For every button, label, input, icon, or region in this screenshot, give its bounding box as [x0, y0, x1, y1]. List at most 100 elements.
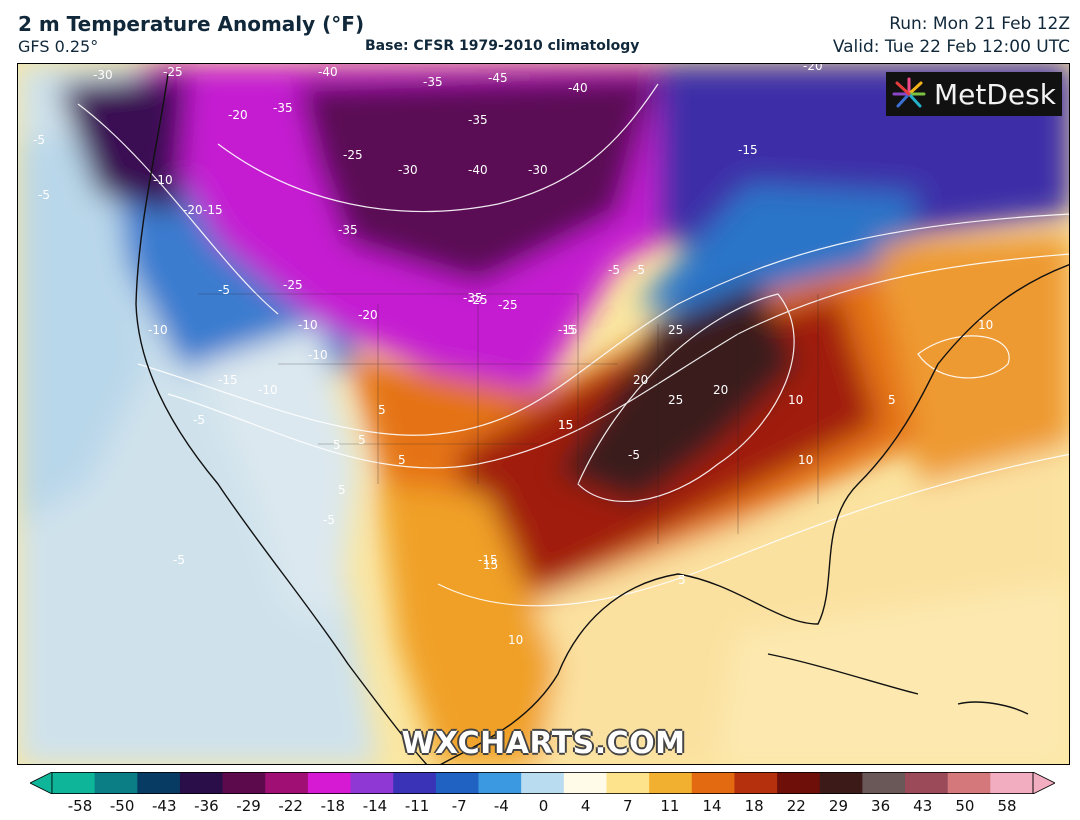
colorbar-cell: [649, 772, 693, 794]
contour-label: -15: [478, 553, 498, 567]
colorbar-tick-label: -43: [152, 797, 177, 815]
contour-label: 20: [633, 373, 648, 387]
contour-label: 25: [668, 393, 683, 407]
contour-label: -5: [218, 283, 230, 297]
colorbar-tick-label: -50: [109, 797, 135, 815]
contour-label: -25: [163, 65, 183, 79]
contour-label: -40: [318, 65, 338, 79]
contour-label: 5: [678, 573, 686, 587]
contour-label: -10: [258, 383, 278, 397]
colorbar-tick-label: -4: [493, 797, 509, 815]
contour-label: 5: [398, 453, 406, 467]
colorbar-tick-label: 29: [828, 797, 848, 815]
metdesk-logo: MetDesk: [886, 72, 1062, 116]
colorbar-cell: [265, 772, 309, 794]
colorbar-max-arrow: [1032, 772, 1055, 794]
contour-label: -5: [608, 263, 620, 277]
colorbar-ticks: -58 -50 -43 -36 -29 -22 -18 -14 -11 -7 -4 0 4 7 11 14 18…: [0, 797, 1080, 817]
contour-label: -45: [488, 71, 508, 85]
colorbar-cell: [947, 772, 991, 794]
contour-label: -40: [568, 81, 588, 95]
colorbar-cell: [393, 772, 437, 794]
contour-label: -20: [228, 108, 248, 122]
colorbar-tick-label: 7: [622, 797, 633, 815]
colorbar-min-arrow: [30, 772, 53, 794]
colorbar-tick-label: 43: [913, 797, 933, 815]
contour-label: 5: [358, 433, 366, 447]
colorbar-tick-label: -14: [362, 797, 388, 815]
colorbar-cell: [734, 772, 778, 794]
contour-label: -20: [183, 203, 203, 217]
colorbar-cell: [691, 772, 735, 794]
colorbar-cell: [606, 772, 650, 794]
contour-label: -5: [193, 413, 205, 427]
colorbar: [30, 772, 1055, 794]
contour-label: -10: [148, 323, 168, 337]
colorbar-cell: [819, 772, 863, 794]
contour-label: -15: [738, 143, 758, 157]
colorbar-tick-label: -22: [278, 797, 303, 815]
colorbar-cell: [52, 772, 96, 794]
contour-label: -25: [468, 293, 488, 307]
colorbar-cell: [435, 772, 480, 794]
colorbar-cell: [905, 772, 949, 794]
contour-label: -30: [398, 163, 418, 177]
contour-label: -25: [283, 278, 303, 292]
colorbar-cell: [478, 772, 522, 794]
contour-label: -35: [468, 113, 488, 127]
contour-label: -35: [273, 101, 293, 115]
contour-label: 5: [333, 438, 341, 452]
contour-label: -35: [463, 291, 483, 305]
contour-label: -10: [298, 318, 318, 332]
contour-label: -20: [803, 64, 823, 73]
contour-label: 10: [508, 633, 523, 647]
colorbar-cell: [350, 772, 394, 794]
metdesk-logo-text: MetDesk: [934, 77, 1056, 111]
colorbar-tick-label: 4: [580, 797, 591, 815]
contour-label: -5: [33, 133, 45, 147]
colorbar-tick-label: 14: [702, 797, 722, 815]
contour-label: 15: [558, 418, 573, 432]
map-title: 2 m Temperature Anomaly (°F): [18, 12, 365, 36]
contour-label: -10: [308, 348, 328, 362]
colorbar-cell: [94, 772, 138, 794]
contour-label: -25: [343, 148, 363, 162]
valid-time: Valid: Tue 22 Feb 12:00 UTC: [832, 37, 1070, 57]
base-climatology: Base: CFSR 1979-2010 climatology: [365, 38, 640, 54]
colorbar-cell: [777, 772, 821, 794]
contour-label: -5: [38, 188, 50, 202]
metdesk-burst-icon: [892, 77, 926, 108]
contour-label: 15: [483, 558, 498, 572]
colorbar-cell: [137, 772, 181, 794]
colorbar-cell: [862, 772, 906, 794]
colorbar-cell: [179, 772, 224, 794]
contour-labels: -30 -25 -40 -45 -35 -40 -20 -5 -20 -35 -40 -35 -30 -3…: [33, 64, 993, 647]
colorbar-cell: [307, 772, 352, 794]
contour-label: 10: [788, 393, 803, 407]
colorbar-cell: [222, 772, 266, 794]
contour-label: -15: [203, 203, 223, 217]
colorbar-tick-label: -58: [67, 797, 93, 815]
contour-label: 25: [668, 323, 683, 337]
colorbar-tick-label: 0: [538, 797, 549, 815]
colorbar-tick-label: -18: [320, 797, 346, 815]
contour-label: 10: [798, 453, 813, 467]
colorbar-tick-label: -36: [194, 797, 219, 815]
colorbar-cell: [563, 772, 607, 794]
contour-label: -30: [93, 68, 113, 82]
contour-label: -30: [528, 163, 548, 177]
model-name: GFS 0.25°: [18, 37, 99, 56]
contour-label: 10: [978, 318, 993, 332]
colorbar-tick-label: 22: [786, 797, 806, 815]
colorbar-tick-label: -29: [236, 797, 261, 815]
contour-label: -35: [338, 223, 358, 237]
contour-label: -20: [358, 308, 378, 322]
colorbar-tick-label: 36: [871, 797, 891, 815]
wxcharts-watermark: WXCHARTS.COM: [401, 726, 686, 761]
colorbar-cell: [990, 772, 1034, 794]
contour-label: -5: [173, 553, 185, 567]
contour-label: -35: [423, 75, 443, 89]
contour-label: 5: [338, 483, 346, 497]
contour-label: -5: [563, 323, 575, 337]
contour-label: 5: [888, 393, 896, 407]
